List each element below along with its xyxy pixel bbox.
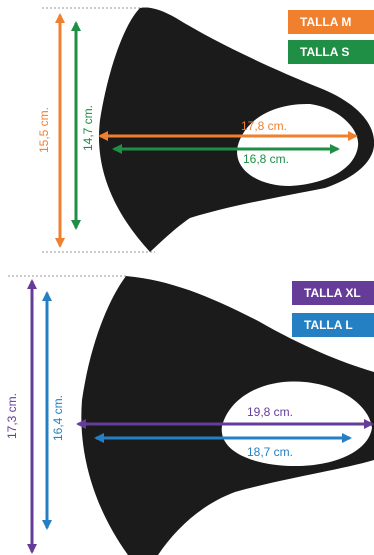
- legend-badge-talla-xl: TALLA XL: [292, 281, 374, 305]
- width-label-s: 16,8 cm.: [243, 152, 289, 166]
- height-label-s: 14,7 cm.: [81, 105, 95, 151]
- legend-badge-talla-l: TALLA L: [292, 313, 374, 337]
- width-label-xl: 19,8 cm.: [247, 405, 293, 419]
- height-label-xl: 17,3 cm.: [5, 393, 19, 439]
- width-label-l: 18,7 cm.: [247, 445, 293, 459]
- legend-badge-talla-s: TALLA S: [288, 40, 374, 64]
- legend-badge-talla-m: TALLA M: [288, 10, 374, 34]
- height-label-l: 16,4 cm.: [51, 395, 65, 441]
- width-label-m: 17,8 cm.: [241, 119, 287, 133]
- height-label-m: 15,5 cm.: [37, 107, 51, 153]
